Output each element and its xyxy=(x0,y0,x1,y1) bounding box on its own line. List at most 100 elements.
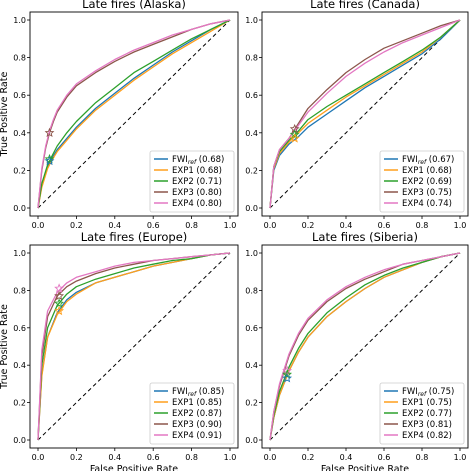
roc-curve-exp4 xyxy=(37,252,231,441)
y-tick-label: 1.0 xyxy=(245,16,258,25)
plot-frame xyxy=(29,244,239,449)
legend-entry: EXP2 (0.71) xyxy=(172,177,222,187)
roc-panel-3: Late fires (Siberia) 0.0 0.2 0.4 0.6 0.8 1.0 0.… xyxy=(245,230,469,471)
plot-frame xyxy=(261,244,469,449)
y-tick-label: 1.0 xyxy=(245,249,258,258)
y-tick-label: 0.2 xyxy=(13,399,26,408)
chance-diagonal xyxy=(37,252,231,441)
x-tick-label: 0.6 xyxy=(147,453,160,462)
legend-entry: EXP3 (0.80) xyxy=(172,188,222,198)
y-axis-label: True Positive Rate xyxy=(0,72,10,158)
legend-entry: EXP1 (0.85) xyxy=(172,398,222,408)
x-tick-label: 0.4 xyxy=(340,221,353,230)
y-tick-label: 0.0 xyxy=(245,204,258,213)
roc-curve-exp1 xyxy=(37,19,231,209)
legend-box xyxy=(149,382,235,445)
roc-panel-1: Late fires (Canada) 0.0 0.2 0.4 0.6 0.8 1.0 0.0… xyxy=(245,0,469,230)
x-tick-label: 0.0 xyxy=(264,221,277,230)
threshold-star-marker xyxy=(54,290,65,301)
legend-entry: EXP3 (0.90) xyxy=(172,420,222,430)
roc-curve-exp2 xyxy=(37,19,231,209)
roc-panel-0: Late fires (Alaska) 0.0 0.2 0.4 0.6 0.8 1.0 0.0… xyxy=(0,0,239,230)
roc-curve-exp2 xyxy=(269,252,461,441)
roc-curve-exp2 xyxy=(37,252,231,441)
plot-frame xyxy=(261,11,469,217)
roc-curve-fwi xyxy=(269,19,461,209)
x-tick-label: 0.8 xyxy=(185,221,198,230)
plot-frame xyxy=(29,11,239,217)
threshold-star-marker xyxy=(282,365,293,375)
x-tick-label: 0.6 xyxy=(378,221,391,230)
panel-title: Late fires (Siberia) xyxy=(312,230,418,244)
legend-entry: EXP3 (0.81) xyxy=(402,420,452,430)
threshold-star-marker xyxy=(44,153,55,164)
x-tick-label: 0.4 xyxy=(108,221,121,230)
legend-entry: EXP4 (0.82) xyxy=(402,431,452,441)
legend-entry: EXP4 (0.91) xyxy=(172,431,222,441)
legend-entry: EXP4 (0.74) xyxy=(402,199,452,209)
x-tick-label: 1.0 xyxy=(454,453,467,462)
y-tick-label: 0.6 xyxy=(13,91,26,100)
panel-title: Late fires (Europe) xyxy=(81,230,188,244)
roc-curve-exp1 xyxy=(269,19,461,209)
threshold-star-marker xyxy=(282,373,293,383)
x-tick-label: 0.8 xyxy=(416,221,429,230)
y-tick-label: 0.2 xyxy=(245,399,258,408)
y-axis-label: True Positive Rate xyxy=(0,304,10,390)
y-tick-label: 0.8 xyxy=(13,54,26,63)
legend-entry: EXP4 (0.80) xyxy=(172,199,222,209)
x-axis-label: False Positive Rate xyxy=(321,464,409,471)
x-tick-label: 1.0 xyxy=(454,221,467,230)
legend-entry: EXP2 (0.87) xyxy=(172,409,222,419)
y-tick-label: 0.4 xyxy=(245,361,258,370)
chance-diagonal xyxy=(269,19,461,209)
x-tick-label: 0.0 xyxy=(32,453,45,462)
roc-panel-2: Late fires (Europe) 0.0 0.2 0.4 0.6 0.8 1.0 0.0… xyxy=(0,230,239,471)
y-tick-label: 0.8 xyxy=(245,54,258,63)
legend-box xyxy=(379,382,465,445)
legend-entry: FWIref (0.67) xyxy=(402,155,454,166)
roc-curve-exp4 xyxy=(269,252,461,441)
chance-diagonal xyxy=(269,252,461,441)
y-tick-label: 0.0 xyxy=(13,436,26,445)
x-tick-label: 0.0 xyxy=(32,221,45,230)
roc-curve-exp4 xyxy=(269,19,461,209)
x-tick-label: 1.0 xyxy=(224,453,237,462)
roc-curve-fwi xyxy=(37,19,231,209)
legend-entry: EXP2 (0.69) xyxy=(402,177,452,187)
threshold-star-marker xyxy=(282,369,293,379)
x-tick-label: 0.8 xyxy=(416,453,429,462)
roc-curve-exp4 xyxy=(37,19,231,209)
y-tick-label: 1.0 xyxy=(13,16,26,25)
chance-diagonal xyxy=(37,19,231,209)
y-tick-label: 0.4 xyxy=(13,129,26,138)
x-tick-label: 0.2 xyxy=(302,453,315,462)
threshold-star-marker xyxy=(44,127,55,137)
legend-entry: FWIref (0.85) xyxy=(172,387,224,398)
x-tick-label: 0.2 xyxy=(70,453,83,462)
y-tick-label: 0.2 xyxy=(245,166,258,175)
legend-entry: FWIref (0.75) xyxy=(402,387,454,398)
y-tick-label: 0.8 xyxy=(245,286,258,295)
legend-box xyxy=(379,150,465,213)
threshold-star-marker xyxy=(289,133,300,143)
legend-entry: EXP2 (0.77) xyxy=(402,409,452,419)
roc-curve-exp2 xyxy=(269,19,461,209)
threshold-star-marker xyxy=(289,129,300,139)
y-tick-label: 0.6 xyxy=(13,324,26,333)
x-tick-label: 0.8 xyxy=(185,453,198,462)
x-tick-label: 0.4 xyxy=(340,453,353,462)
legend-box xyxy=(149,150,235,213)
x-tick-label: 0.4 xyxy=(108,453,121,462)
x-tick-label: 1.0 xyxy=(224,221,237,230)
panel-title: Late fires (Canada) xyxy=(310,0,420,11)
y-tick-label: 0.2 xyxy=(13,166,26,175)
y-tick-label: 0.0 xyxy=(245,436,258,445)
y-tick-label: 1.0 xyxy=(13,249,26,258)
x-tick-label: 0.6 xyxy=(378,453,391,462)
legend-entry: FWIref (0.68) xyxy=(172,155,224,166)
legend-entry: EXP1 (0.68) xyxy=(172,166,222,176)
y-tick-label: 0.8 xyxy=(13,286,26,295)
y-tick-label: 0.6 xyxy=(245,91,258,100)
